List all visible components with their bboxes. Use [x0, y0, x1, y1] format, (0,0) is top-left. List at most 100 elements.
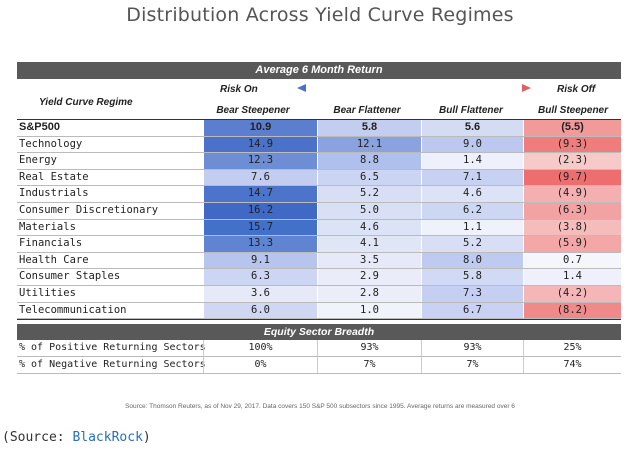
caption-prefix: (Source: — [2, 430, 73, 445]
value-cell: 9.1 — [203, 252, 317, 269]
table-row: Financials 13.3 4.1 5.2 (5.9) — [17, 236, 621, 253]
risk-off-label: Risk Off — [557, 84, 596, 95]
risk-on-label: Risk On — [220, 84, 258, 95]
breadth-row: % of Negative Returning Sectors 0% 7% 7% 74% — [17, 357, 621, 375]
value-cell: 6.7 — [421, 302, 523, 319]
table-row: Technology 14.9 12.1 9.0 (9.3) — [17, 136, 621, 154]
band-title: Average 6 Month Return — [17, 62, 621, 79]
value-cell: 1.4 — [523, 269, 621, 285]
breadth-cell: 7% — [421, 357, 523, 374]
value-cell: 4.6 — [421, 186, 523, 202]
row-label: Real Estate — [19, 170, 89, 183]
row-label: Energy — [19, 154, 57, 167]
value-cell: 5.2 — [421, 236, 523, 252]
breadth-cell: 100% — [203, 340, 317, 357]
value-cell: 13.3 — [203, 236, 317, 252]
caption: (Source: BlackRock) — [2, 430, 151, 445]
col-bear-steepener: Bear Steepener — [216, 105, 290, 116]
breadth-cell: 93% — [421, 340, 523, 357]
value-cell: 4.6 — [317, 219, 421, 236]
value-cell: 5.0 — [317, 202, 421, 219]
table-row: Utilities 3.6 2.8 7.3 (4.2) — [17, 285, 621, 303]
double-arrow-icon — [297, 84, 531, 92]
table-row: Consumer Discretionary 16.2 5.0 6.2 (6.3) — [17, 202, 621, 220]
value-cell: 1.0 — [317, 302, 421, 319]
table-row: Real Estate 7.6 6.5 7.1 (9.7) — [17, 169, 621, 187]
table-subheader: Yield Curve Regime Risk On Risk Off Bear… — [17, 79, 621, 119]
value-cell: (9.7) — [523, 169, 621, 186]
page-title: Distribution Across Yield Curve Regimes — [126, 4, 514, 26]
table-row: Energy 12.3 8.8 1.4 (2.3) — [17, 153, 621, 170]
value-cell: 0.7 — [523, 252, 621, 269]
value-cell: 1.4 — [421, 153, 523, 169]
source-note: Source: Thomson Reuters, as of Nov 29, 2… — [125, 403, 515, 410]
value-cell: 5.8 — [317, 120, 421, 136]
value-cell: 6.5 — [317, 169, 421, 186]
value-cell: (5.5) — [523, 120, 621, 136]
table-row: Industrials 14.7 5.2 4.6 (4.9) — [17, 186, 621, 203]
regime-table: Average 6 Month Return Yield Curve Regim… — [17, 62, 621, 375]
value-cell: 2.9 — [317, 269, 421, 285]
value-cell: 5.6 — [421, 120, 523, 136]
breadth-label: % of Negative Returning Sectors — [19, 359, 206, 371]
row-label: S&P500 — [19, 121, 60, 133]
value-cell: 15.7 — [203, 219, 317, 236]
row-label: Utilities — [19, 286, 76, 299]
table-row: Telecommunication 6.0 1.0 6.7 (8.2) — [17, 302, 621, 320]
value-cell: 9.0 — [421, 136, 523, 153]
value-cell: 5.2 — [317, 186, 421, 202]
value-cell: 6.2 — [421, 202, 523, 219]
value-cell: 7.3 — [421, 285, 523, 302]
value-cell: 6.3 — [203, 269, 317, 285]
breadth-title: Equity Sector Breadth — [17, 324, 621, 341]
value-cell: (2.3) — [523, 153, 621, 169]
row-header: Yield Curve Regime — [39, 97, 133, 108]
table-row: Health Care 9.1 3.5 8.0 0.7 — [17, 252, 621, 270]
breadth-cell: 25% — [523, 340, 621, 357]
row-label: Consumer Staples — [19, 270, 121, 283]
sp500-row: S&P500 10.9 5.8 5.6 (5.5) — [17, 120, 621, 137]
breadth-cell: 0% — [203, 357, 317, 374]
value-cell: 6.0 — [203, 302, 317, 319]
breadth-cell: 7% — [317, 357, 421, 374]
value-cell: 14.7 — [203, 186, 317, 202]
value-cell: 7.1 — [421, 169, 523, 186]
value-cell: (3.8) — [523, 219, 621, 236]
value-cell: 7.6 — [203, 169, 317, 186]
col-bull-steepener: Bull Steepener — [537, 105, 609, 116]
col-bull-flattener: Bull Flattener — [439, 105, 503, 116]
breadth-label: % of Positive Returning Sectors — [19, 342, 206, 354]
row-label: Materials — [19, 220, 76, 233]
value-cell: 10.9 — [203, 120, 317, 136]
caption-suffix: ) — [142, 430, 151, 445]
value-cell: 1.1 — [421, 219, 523, 236]
table-row: Consumer Staples 6.3 2.9 5.8 1.4 — [17, 269, 621, 286]
value-cell: (8.2) — [523, 302, 621, 319]
value-cell: 4.1 — [317, 236, 421, 252]
row-label: Industrials — [19, 187, 89, 200]
value-cell: (9.3) — [523, 136, 621, 153]
breadth-cell: 93% — [317, 340, 421, 357]
row-label: Health Care — [19, 253, 89, 266]
breadth-body: % of Positive Returning Sectors 100% 93% 93… — [17, 340, 621, 375]
value-cell: 3.6 — [203, 285, 317, 302]
value-cell: 12.1 — [317, 136, 421, 153]
row-label: Telecommunication — [19, 303, 127, 316]
row-label: Financials — [19, 237, 83, 250]
blackrock-link[interactable]: BlackRock — [72, 430, 143, 445]
value-cell: 8.8 — [317, 153, 421, 169]
value-cell: 8.0 — [421, 252, 523, 269]
value-cell: 14.9 — [203, 136, 317, 153]
value-cell: (5.9) — [523, 236, 621, 252]
value-cell: 5.8 — [421, 269, 523, 285]
table-row: Materials 15.7 4.6 1.1 (3.8) — [17, 219, 621, 237]
value-cell: (6.3) — [523, 202, 621, 219]
value-cell: 3.5 — [317, 252, 421, 269]
row-label: Technology — [19, 137, 83, 150]
table-body: S&P500 10.9 5.8 5.6 (5.5) Technology 14.9 12.1 9… — [17, 120, 621, 320]
col-bear-flattener: Bear Flattener — [333, 105, 401, 116]
value-cell: (4.2) — [523, 285, 621, 302]
breadth-row: % of Positive Returning Sectors 100% 93% 93… — [17, 340, 621, 358]
value-cell: 2.8 — [317, 285, 421, 302]
value-cell: 16.2 — [203, 202, 317, 219]
